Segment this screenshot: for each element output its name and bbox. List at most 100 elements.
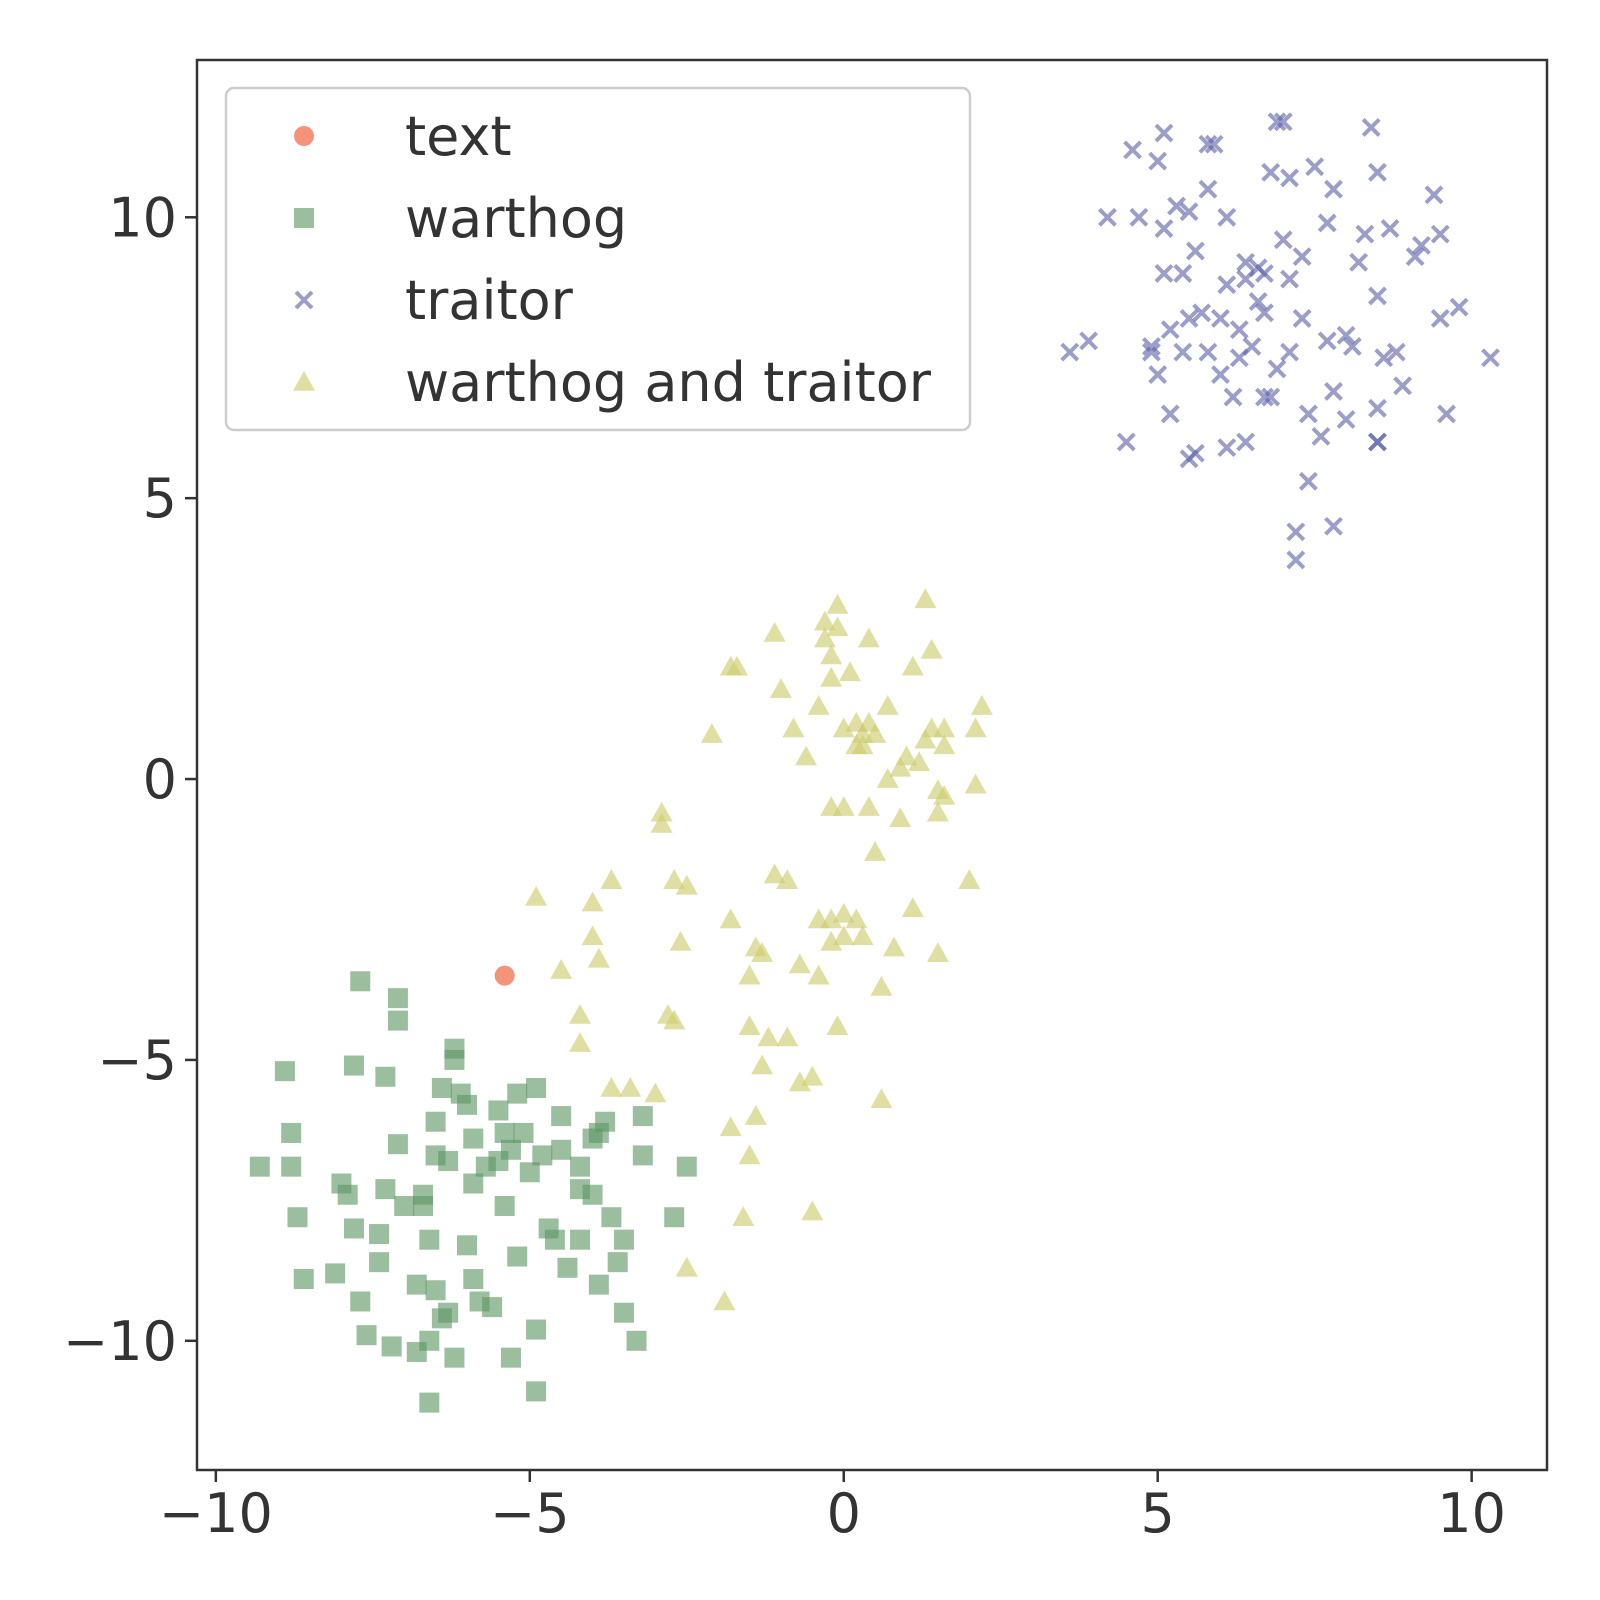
data-point bbox=[387, 1010, 408, 1031]
data-point bbox=[507, 1246, 528, 1267]
legend-marker bbox=[294, 208, 314, 228]
series-text bbox=[494, 965, 515, 986]
data-point bbox=[381, 1336, 402, 1357]
data-point bbox=[350, 1291, 371, 1312]
axis-ticks: −10 −5 0 5 10 −10 −5 0 5 10 bbox=[63, 186, 1506, 1545]
data-point bbox=[676, 1156, 697, 1177]
x-tick-label: 5 bbox=[1141, 1482, 1175, 1545]
data-point bbox=[569, 1003, 592, 1024]
data-point bbox=[1267, 112, 1287, 132]
data-point bbox=[387, 1134, 408, 1155]
data-point bbox=[425, 1280, 446, 1301]
data-point bbox=[1198, 179, 1218, 199]
data-point bbox=[826, 616, 849, 637]
data-point bbox=[1060, 342, 1080, 362]
data-point bbox=[876, 695, 899, 715]
data-point bbox=[1160, 320, 1180, 340]
data-point bbox=[926, 801, 949, 822]
data-point bbox=[425, 1111, 446, 1132]
data-point bbox=[1236, 252, 1256, 272]
data-point bbox=[494, 1195, 515, 1216]
data-point bbox=[281, 1156, 302, 1177]
data-point bbox=[908, 751, 931, 771]
data-point bbox=[274, 1061, 295, 1082]
data-point bbox=[1292, 247, 1312, 267]
data-point bbox=[820, 666, 843, 687]
data-point bbox=[375, 1179, 396, 1200]
data-point bbox=[669, 930, 692, 951]
data-point bbox=[600, 869, 623, 889]
data-point bbox=[876, 768, 899, 788]
data-point bbox=[1424, 185, 1444, 205]
data-point bbox=[788, 953, 811, 974]
data-point bbox=[532, 1145, 553, 1166]
data-point bbox=[738, 1015, 761, 1036]
data-point bbox=[1273, 230, 1293, 250]
data-point bbox=[933, 784, 956, 805]
y-tick-label: 5 bbox=[143, 467, 177, 530]
data-point bbox=[1305, 157, 1325, 177]
data-point bbox=[1179, 308, 1199, 328]
data-point bbox=[551, 1139, 572, 1160]
data-point bbox=[664, 1207, 685, 1228]
data-point bbox=[632, 1106, 653, 1127]
legend-label: traitor bbox=[405, 269, 574, 332]
data-point bbox=[826, 1015, 849, 1036]
data-point bbox=[519, 1162, 540, 1183]
series-warthog bbox=[249, 971, 697, 1413]
data-point bbox=[1292, 308, 1312, 328]
data-point bbox=[607, 1252, 628, 1273]
data-point bbox=[1368, 286, 1387, 306]
legend-marker bbox=[294, 290, 314, 310]
data-point bbox=[801, 1200, 824, 1221]
data-point bbox=[343, 1218, 364, 1239]
data-point bbox=[1229, 320, 1249, 340]
data-point bbox=[444, 1347, 465, 1368]
y-tick-label: 10 bbox=[108, 186, 177, 249]
data-point bbox=[619, 1077, 642, 1097]
data-point bbox=[570, 1156, 591, 1177]
data-point bbox=[1198, 342, 1218, 362]
data-point bbox=[1242, 337, 1262, 356]
legend-marker bbox=[293, 371, 315, 391]
data-point bbox=[463, 1128, 484, 1149]
data-point bbox=[807, 964, 830, 985]
data-point bbox=[763, 621, 786, 642]
data-point bbox=[870, 1088, 893, 1109]
data-point bbox=[964, 717, 987, 738]
data-point bbox=[1179, 202, 1199, 222]
data-point bbox=[832, 717, 855, 738]
data-point bbox=[601, 1207, 622, 1228]
data-point bbox=[1286, 550, 1306, 570]
data-point bbox=[751, 942, 774, 962]
data-point bbox=[964, 773, 987, 794]
data-point bbox=[738, 1144, 761, 1165]
legend-label: warthog and traitor bbox=[405, 351, 932, 414]
legend-marker bbox=[294, 126, 314, 146]
data-point bbox=[1336, 410, 1356, 429]
data-point bbox=[551, 1106, 572, 1127]
x-tick-label: −5 bbox=[490, 1482, 570, 1545]
data-point bbox=[1393, 376, 1412, 396]
data-point bbox=[1324, 516, 1343, 536]
data-point bbox=[1430, 224, 1450, 244]
data-point bbox=[1160, 404, 1180, 424]
data-point bbox=[293, 1269, 314, 1290]
data-point bbox=[444, 1049, 465, 1070]
data-point bbox=[337, 1184, 358, 1205]
data-point bbox=[632, 1145, 653, 1166]
data-point bbox=[1374, 348, 1394, 368]
data-point bbox=[970, 695, 993, 715]
data-point bbox=[726, 655, 748, 676]
series-warthog-and-traitor bbox=[525, 588, 993, 1311]
data-point bbox=[650, 812, 673, 833]
data-point bbox=[845, 734, 868, 755]
data-point bbox=[1298, 404, 1318, 424]
x-tick-label: 10 bbox=[1437, 1482, 1506, 1545]
data-point bbox=[1223, 387, 1243, 407]
data-point bbox=[1361, 117, 1381, 137]
data-point bbox=[675, 874, 698, 895]
data-point bbox=[626, 1330, 647, 1351]
data-point bbox=[1349, 252, 1369, 272]
